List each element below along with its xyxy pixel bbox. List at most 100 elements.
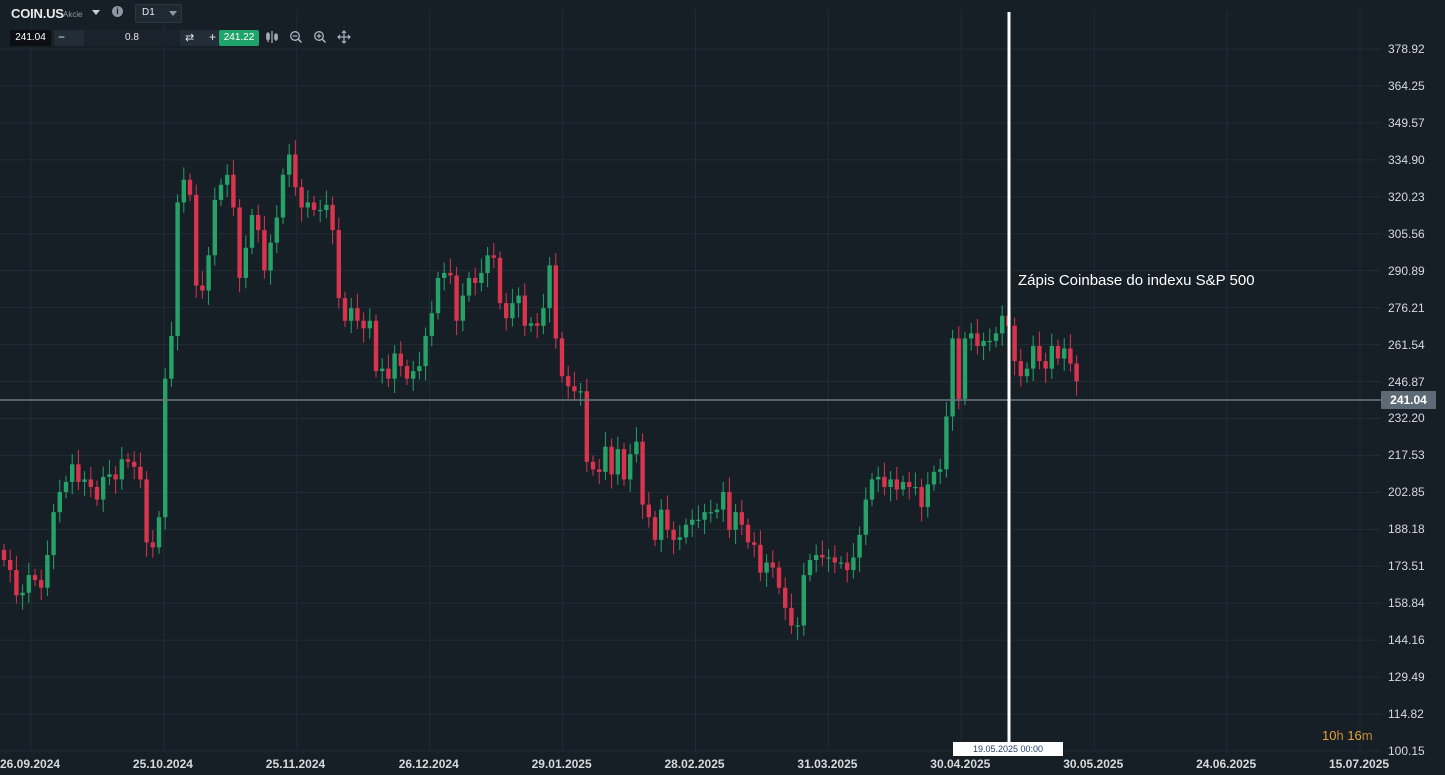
candle-body (318, 209, 323, 212)
candle-body (1018, 361, 1023, 377)
candle-body (522, 295, 527, 326)
candle (138, 452, 143, 488)
candle-body (361, 320, 366, 329)
candle-body (702, 512, 707, 520)
date-tick-label: 30.04.2025 (930, 757, 991, 771)
candle (107, 460, 112, 486)
candle (225, 164, 230, 198)
candle-body (26, 575, 31, 593)
candle-body (194, 194, 199, 286)
candle (535, 312, 540, 339)
candle-body (88, 479, 93, 487)
candle (510, 288, 515, 327)
candle-body (225, 174, 230, 185)
sell-price-button[interactable]: 241.04 (10, 30, 51, 46)
candle (590, 455, 596, 476)
zoom-out-icon[interactable] (289, 30, 303, 48)
price-tick-label: 276.21 (1388, 300, 1425, 315)
candle (721, 481, 726, 522)
candle-body (187, 179, 193, 195)
candle-body (566, 376, 571, 387)
candle-body (739, 512, 744, 525)
candle (144, 471, 149, 557)
candle (299, 178, 304, 222)
candle-body (1068, 348, 1073, 364)
candle (913, 472, 918, 496)
candle (268, 234, 273, 285)
candle (764, 554, 769, 587)
countdown-minutes-unit: m (1361, 728, 1373, 743)
price-tick-label: 114.82 (1388, 707, 1424, 722)
candle (324, 190, 329, 219)
candle (807, 553, 813, 582)
zoom-in-icon[interactable] (313, 30, 327, 48)
candle-body (733, 512, 738, 530)
timeframe-select[interactable]: D1 (135, 4, 182, 23)
candle (1024, 362, 1030, 383)
info-icon[interactable]: i (112, 6, 123, 17)
candle (553, 253, 558, 349)
candle (262, 215, 267, 279)
timeframe-chevron-icon (169, 11, 177, 16)
quantity-input[interactable]: 0.8 (84, 30, 180, 46)
price-tick-label: 173.51 (1388, 559, 1425, 574)
candle-body (659, 509, 664, 540)
candle (882, 462, 887, 496)
candle-body (1074, 363, 1079, 382)
candle-body (528, 323, 534, 326)
candle (845, 552, 850, 583)
candle (1031, 335, 1036, 381)
candle (727, 477, 732, 539)
candle (826, 549, 831, 572)
swap-icon[interactable]: ⇄ (185, 32, 195, 44)
candle-body (460, 295, 465, 321)
candle-body (783, 587, 788, 608)
candle (491, 242, 496, 269)
timeframe-label: D1 (142, 7, 155, 18)
candle (1062, 338, 1067, 371)
price-tick-label: 349.57 (1388, 115, 1425, 130)
price-tick-label: 364.25 (1388, 78, 1425, 93)
candle (504, 292, 509, 331)
candle-body (181, 179, 186, 203)
decrease-quantity-button[interactable]: − (58, 30, 66, 44)
date-tick-label: 28.02.2025 (664, 757, 725, 771)
candle (677, 524, 682, 551)
candle (206, 246, 211, 305)
candle (820, 540, 825, 566)
candle (634, 427, 639, 463)
candle (274, 205, 279, 254)
indicators-icon[interactable] (265, 30, 279, 48)
candle-body (690, 519, 695, 525)
candle-body (311, 202, 317, 210)
symbol-dropdown-chevron-icon[interactable] (92, 10, 100, 15)
symbol-name[interactable]: COIN.US (11, 6, 64, 21)
candle (51, 503, 56, 570)
candle (1055, 339, 1061, 365)
candle-body (671, 529, 676, 540)
candle (888, 471, 893, 502)
candle (497, 251, 503, 310)
candle (752, 532, 757, 558)
increase-quantity-button[interactable]: + (209, 30, 217, 44)
candle-body (516, 295, 521, 304)
buy-price-button[interactable]: 241.22 (219, 30, 259, 46)
candle-body (231, 174, 236, 208)
candle-body (287, 154, 292, 175)
crosshair-move-icon[interactable] (337, 30, 351, 48)
candle-body (150, 542, 155, 548)
candle-body (200, 285, 205, 291)
candle (280, 168, 286, 224)
candle (621, 442, 627, 486)
candle-body (76, 464, 81, 482)
candle-body (615, 449, 620, 475)
candle-body (820, 554, 825, 558)
candle-body (559, 338, 565, 377)
candle-body (113, 474, 118, 480)
candle (950, 330, 955, 431)
candle (541, 293, 546, 335)
candle-body (373, 320, 379, 372)
candle-body (107, 474, 112, 477)
candle-body (981, 340, 986, 346)
